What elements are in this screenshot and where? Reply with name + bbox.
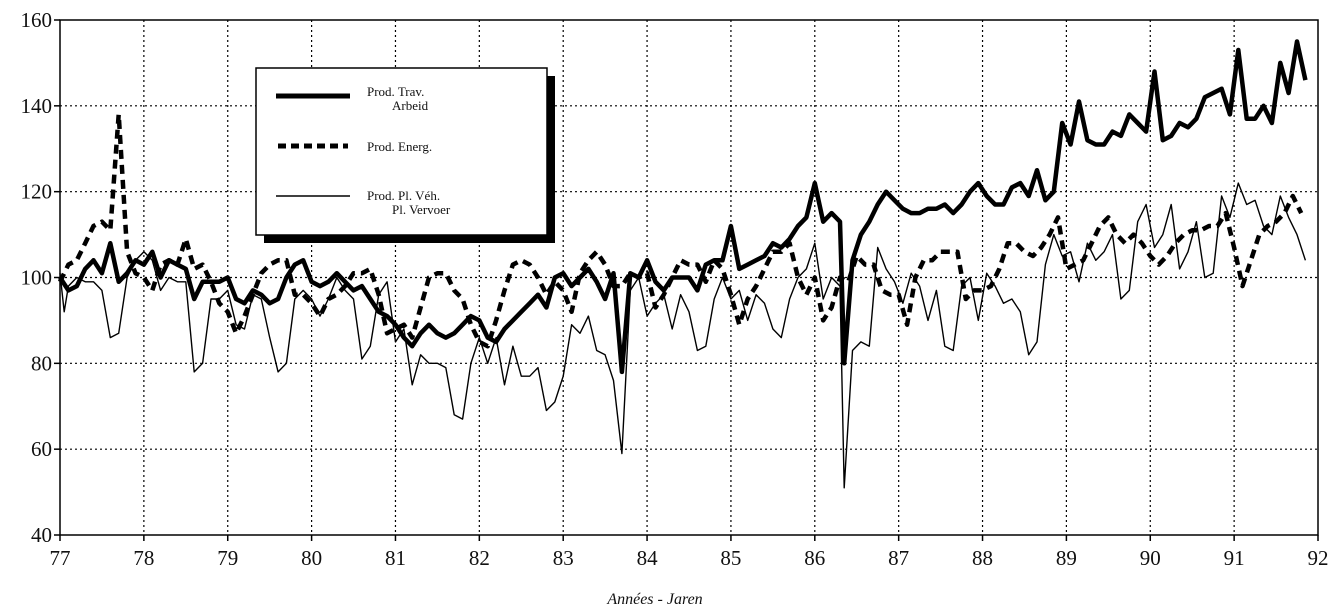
legend: Prod. Trav. Arbeid Prod. Energ. Prod. Pl… xyxy=(255,67,555,243)
x-tick-label: 85 xyxy=(720,546,741,570)
x-tick-label: 79 xyxy=(217,546,238,570)
legend-label-energ: Prod. Energ. xyxy=(367,139,432,154)
x-tick-label: 89 xyxy=(1056,546,1077,570)
x-tick-label: 90 xyxy=(1140,546,1161,570)
y-tick-label: 160 xyxy=(21,8,53,32)
y-tick-label: 80 xyxy=(31,351,52,375)
x-tick-label: 92 xyxy=(1308,546,1329,570)
y-tick-label: 40 xyxy=(31,523,52,547)
legend-label-veh-line1: Prod. Pl. Véh. xyxy=(367,188,440,203)
y-axis-ticks: 40 60 80 100 120 140 160 xyxy=(21,8,60,547)
legend-label-trav-line2: Arbeid xyxy=(392,98,429,113)
x-tick-label: 91 xyxy=(1224,546,1245,570)
x-tick-label: 77 xyxy=(50,546,71,570)
x-axis-title: Années - Jaren xyxy=(606,591,702,608)
x-tick-label: 84 xyxy=(637,546,659,570)
legend-label-veh-line2: Pl. Vervoer xyxy=(392,202,451,217)
x-tick-label: 80 xyxy=(301,546,322,570)
y-tick-label: 120 xyxy=(21,180,53,204)
y-tick-label: 140 xyxy=(21,94,53,118)
x-tick-label: 81 xyxy=(385,546,406,570)
legend-label-trav-line1: Prod. Trav. xyxy=(367,84,424,99)
y-tick-label: 100 xyxy=(21,266,53,290)
y-tick-label: 60 xyxy=(31,437,52,461)
series-layer xyxy=(57,39,1308,489)
series-line-thin-solid xyxy=(59,182,1307,489)
series-line-thick-dashed xyxy=(57,112,1304,349)
x-tick-label: 86 xyxy=(804,546,825,570)
series-line-thick-solid xyxy=(58,39,1308,375)
x-tick-label: 82 xyxy=(469,546,490,570)
x-tick-label: 87 xyxy=(888,546,909,570)
x-tick-label: 88 xyxy=(972,546,993,570)
x-axis-ticks: 77 78 79 80 81 82 83 84 85 86 87 88 89 90 91 92 xyxy=(50,535,1329,570)
x-tick-label: 78 xyxy=(133,546,154,570)
x-tick-label: 83 xyxy=(553,546,574,570)
